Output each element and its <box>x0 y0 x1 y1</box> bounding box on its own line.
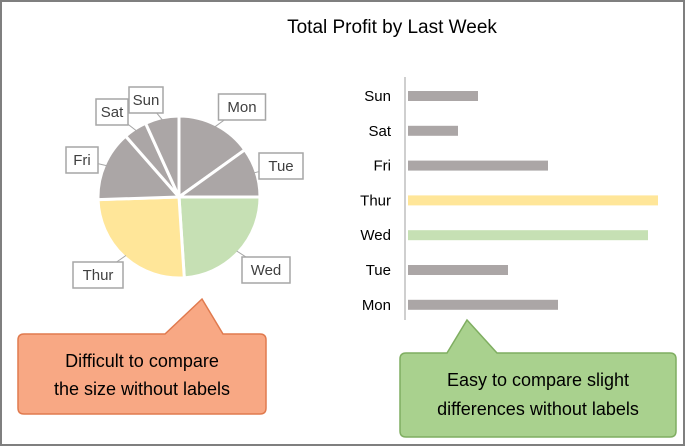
callout-right-line2: differences without labels <box>437 399 639 419</box>
pie-label-box-tue <box>258 152 304 180</box>
pie-label-box-sat <box>95 98 129 126</box>
pie-label-text-sat: Sat <box>101 104 124 121</box>
bar-sun <box>408 91 478 101</box>
bar-chart: Sun Sat Fri Thur Wed Tue Mon <box>360 77 658 320</box>
bar-mon <box>408 299 558 310</box>
pie-label-sun: Sun <box>128 86 164 121</box>
pie-label-thur: Thur <box>72 255 127 289</box>
pie-label-fri: Fri <box>65 146 107 174</box>
bar-fri <box>408 160 548 171</box>
pie-label-text-mon: Mon <box>227 99 256 116</box>
bar-thur <box>408 195 658 206</box>
pie-label-text-sun: Sun <box>133 92 160 109</box>
bar-label-sat: Sat <box>368 123 391 140</box>
pie-label-text-tue: Tue <box>268 158 293 175</box>
pie-label-box-fri <box>65 146 99 174</box>
bar-tue <box>408 265 508 275</box>
pie-label-wed: Wed <box>236 250 291 284</box>
bar-label-mon: Mon <box>362 297 391 314</box>
pie-label-box-thur <box>72 261 124 289</box>
callout-right-shape <box>399 318 677 438</box>
pie-labels: Mon Tue Wed Thur Fri Sat Sun <box>65 86 304 289</box>
callout-left: Difficult to compare the size without la… <box>17 297 267 415</box>
pie-label-box-sun <box>128 86 164 114</box>
pie-label-text-fri: Fri <box>73 152 91 169</box>
callout-right: Easy to compare slight differences witho… <box>399 318 677 438</box>
pie-slice-thur <box>96 195 186 280</box>
pie-label-box-mon <box>217 93 267 121</box>
callout-left-line2: the size without labels <box>54 379 230 399</box>
pie-label-sat: Sat <box>95 98 137 131</box>
bar-label-wed: Wed <box>360 227 391 244</box>
callout-left-line1: Difficult to compare <box>65 351 219 371</box>
bar-sat <box>408 125 458 136</box>
pie-label-text-thur: Thur <box>83 267 114 284</box>
pie-label-box-wed <box>241 256 291 284</box>
callout-right-line1: Easy to compare slight <box>447 370 629 390</box>
pie-label-tue: Tue <box>254 152 304 180</box>
pie-slice-mon <box>177 114 247 200</box>
bar-label-thur: Thur <box>360 192 391 209</box>
pie-label-text-wed: Wed <box>251 262 282 279</box>
chart-title: Total Profit by Last Week <box>287 17 497 38</box>
pie-chart <box>96 114 262 280</box>
callout-left-shape <box>17 297 267 415</box>
pie-label-mon: Mon <box>214 93 267 128</box>
bar-wed <box>408 230 648 241</box>
bar-label-fri: Fri <box>374 158 392 175</box>
bar-label-sun: Sun <box>364 88 391 105</box>
pie-slice-sun <box>143 114 181 198</box>
bar-label-tue: Tue <box>366 262 391 279</box>
